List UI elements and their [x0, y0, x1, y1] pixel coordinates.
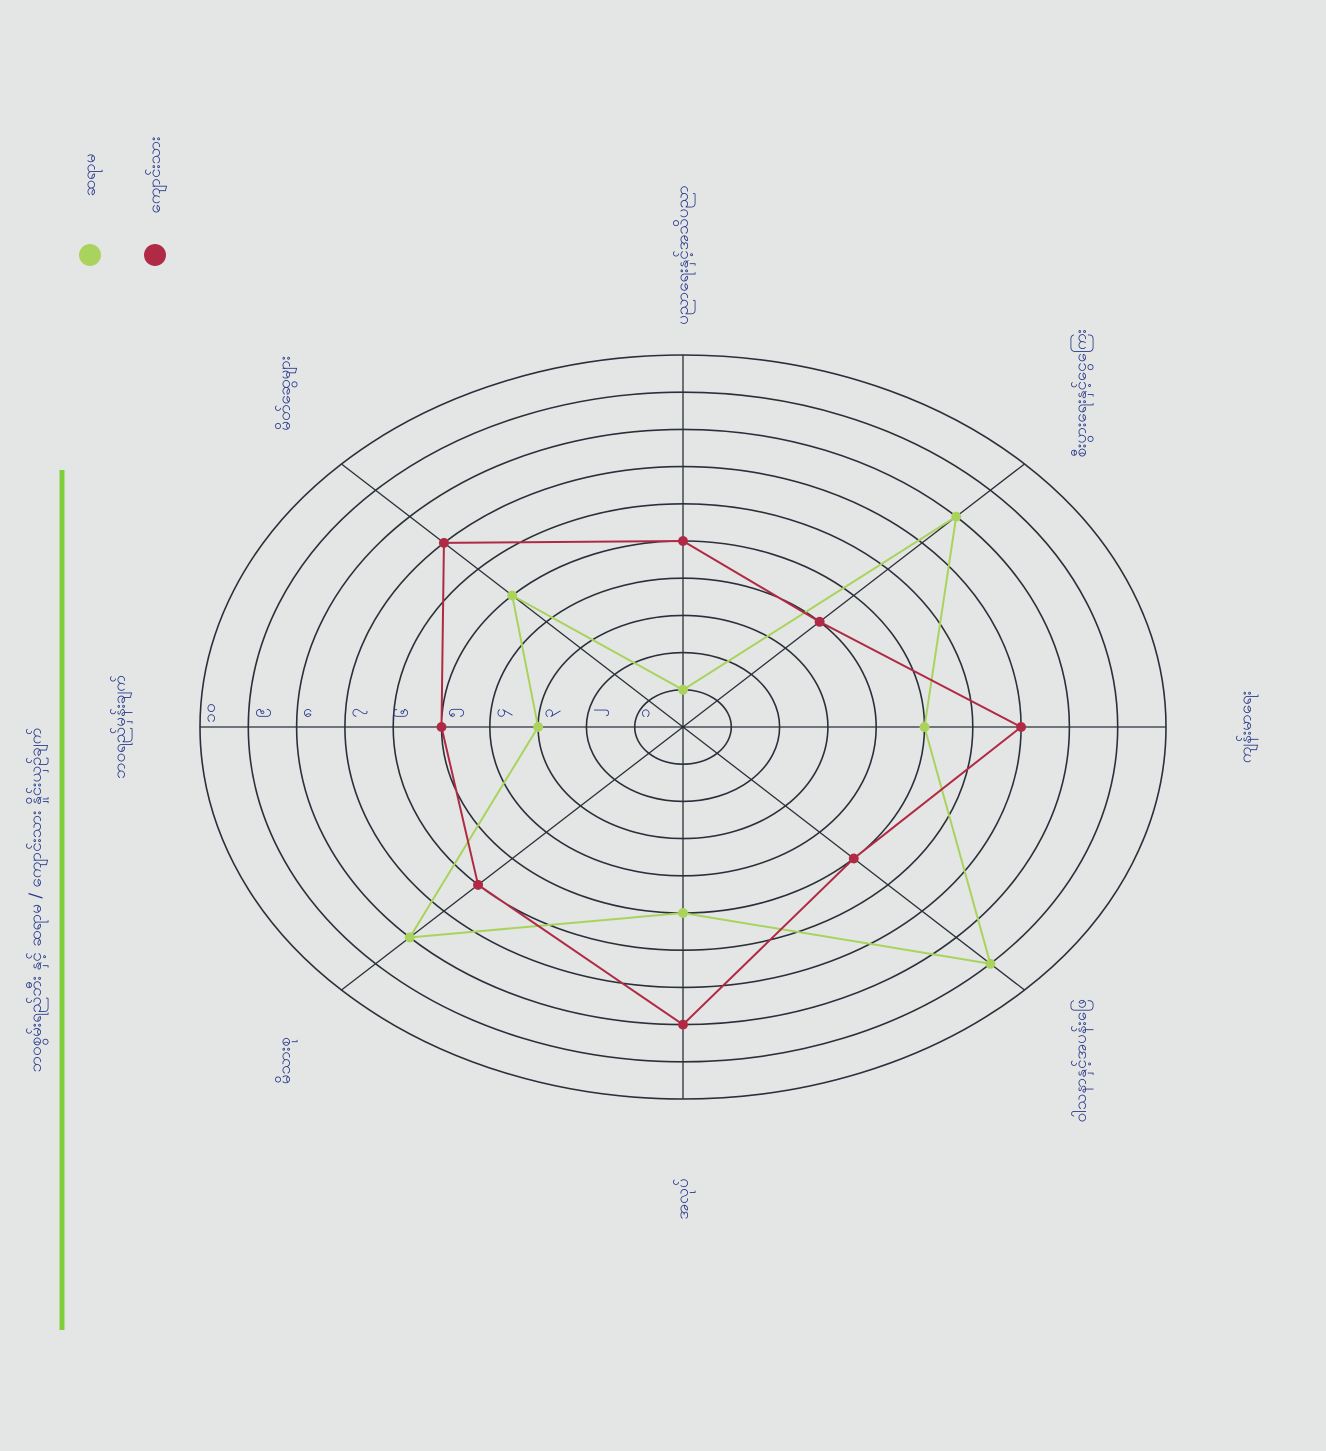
r-tick-label: ၇ — [345, 708, 368, 718]
r-tick-label: ၈ — [297, 708, 317, 718]
data-point — [678, 685, 688, 695]
r-tick-label: ၁ — [635, 708, 655, 718]
legend-swatch — [144, 244, 166, 266]
data-point — [951, 512, 961, 522]
category-label: ဝါသနာနှင့်အပန်းဖြေ — [1069, 999, 1094, 1122]
data-point — [678, 1020, 688, 1030]
r-tick-label: ၃ — [538, 708, 561, 718]
category-label: ပညာရေးနှင့်အသိပညာ — [673, 185, 696, 325]
r-tick-label: ၅ — [442, 708, 465, 718]
data-point — [405, 932, 415, 942]
data-point — [507, 590, 517, 600]
r-tick-label: ၄ — [490, 708, 513, 718]
data-point — [985, 959, 995, 969]
r-tick-label: ၆ — [392, 708, 413, 718]
data-point — [437, 722, 447, 732]
data-point — [1016, 722, 1026, 732]
data-point — [678, 908, 688, 918]
chart-title: ဘဝစွမ်းရည်ဘီး နှင့် ဆရာမ / ကျောင်းသား နှ… — [26, 728, 49, 1073]
data-point — [473, 880, 483, 890]
data-point — [439, 538, 449, 548]
legend-label: ကျောင်းသား — [145, 136, 168, 213]
legend-label: ဆရာမ — [80, 154, 103, 197]
category-label: ဘဝရည်မှန်းချက် — [110, 675, 133, 779]
category-label: ကျန်းမာရေး — [1236, 691, 1259, 763]
r-tick-label: ၁၀ — [200, 703, 220, 722]
category-label: မိတ်ဆွေများ — [275, 356, 298, 431]
r-tick-label: ၂ — [586, 709, 609, 717]
page: {"chart_data": {"type": "radar", "title"… — [0, 0, 1326, 1451]
category-label: မိသားစု — [275, 1037, 298, 1084]
data-point — [815, 617, 825, 627]
paper — [0, 0, 1326, 1451]
data-point — [920, 722, 930, 732]
legend-swatch — [79, 244, 101, 266]
data-point — [849, 854, 859, 864]
data-point — [533, 722, 543, 732]
r-tick-label: ၉ — [248, 708, 271, 718]
data-point — [678, 536, 688, 546]
category-label: စီးပွားရေးနှင့်ငွေကြေး — [1069, 329, 1094, 457]
chart: ဘဝစွမ်းရည်ဘီး နှင့် ဆရာမ / ကျောင်းသား နှ… — [0, 0, 1326, 1451]
category-label: အလုပ် — [673, 1178, 696, 1219]
